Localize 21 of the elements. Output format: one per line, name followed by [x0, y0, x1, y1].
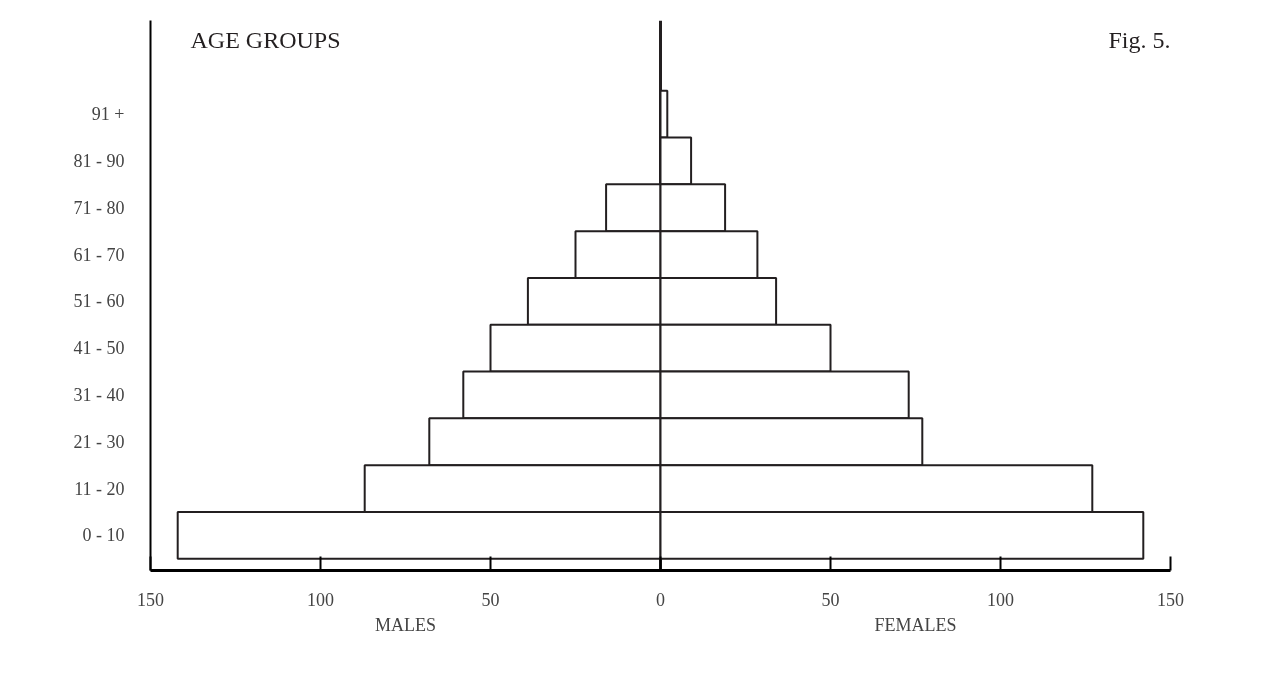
- y-tick-label: 0 - 10: [82, 525, 125, 546]
- x-tick-label: 0: [656, 589, 665, 610]
- text: MALES: [375, 614, 437, 635]
- x-tick-label: 100: [307, 589, 334, 610]
- text: FEMALES: [874, 614, 957, 635]
- y-tick-label: 11 - 20: [74, 478, 125, 499]
- y-tick-label: 81 - 90: [73, 150, 125, 171]
- x-tick-label: 150: [1157, 589, 1184, 610]
- y-tick-label: 71 - 80: [73, 197, 125, 218]
- x-tick-label: 50: [481, 589, 500, 610]
- x-tick-label: 150: [137, 589, 164, 610]
- caption: Fig. 5.: [1108, 27, 1171, 54]
- y-tick-label: 91 +: [91, 104, 125, 125]
- y-tick-label: 41 - 50: [73, 338, 125, 359]
- x-tick-label: 100: [987, 589, 1014, 610]
- y-tick-label: 31 - 40: [73, 384, 125, 405]
- y-tick-label: 61 - 70: [73, 244, 125, 265]
- x-tick-label: 50: [821, 589, 840, 610]
- chart-title: AGE GROUPS: [190, 27, 341, 54]
- y-tick-label: 21 - 30: [73, 431, 125, 452]
- y-tick-label: 51 - 60: [73, 291, 125, 312]
